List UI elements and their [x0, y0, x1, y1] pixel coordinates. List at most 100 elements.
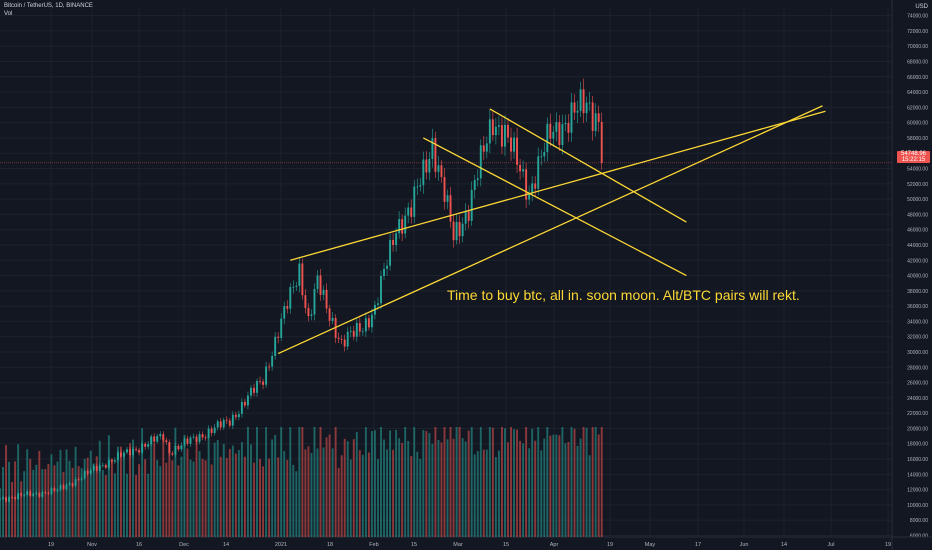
volume-bar	[413, 427, 416, 537]
volume-bar	[307, 446, 310, 537]
candle-body	[389, 239, 392, 266]
candle-body	[479, 145, 482, 179]
volume-bar	[361, 454, 364, 537]
volume-bar	[591, 427, 594, 537]
candle-body	[162, 434, 165, 441]
candle-body	[407, 207, 410, 216]
y-tick-label: 48000.00	[907, 212, 928, 218]
volume-bar	[422, 430, 425, 537]
candle-body	[271, 355, 274, 367]
candle-body	[331, 317, 334, 321]
y-tick-label: 28000.00	[907, 365, 928, 371]
candle-body	[328, 308, 331, 321]
y-tick-label: 12000.00	[907, 488, 928, 494]
volume-bar	[129, 443, 131, 537]
candle-body	[307, 307, 310, 317]
volume-bar	[482, 449, 485, 537]
symbol-title: Bitcoin / TetherUS, 1D, BINANCE	[4, 3, 93, 9]
candle-body	[491, 119, 494, 136]
volume-bar	[150, 438, 153, 537]
volume-bar	[500, 427, 503, 537]
candle-body	[298, 263, 301, 286]
candle-body	[301, 263, 304, 296]
candle-body	[398, 219, 401, 234]
volume-bar	[386, 449, 388, 537]
volume-bar	[301, 427, 304, 537]
volume-bar	[570, 427, 573, 537]
trend-line	[423, 137, 687, 277]
x-tick-label: May	[645, 542, 656, 548]
volume-bar	[274, 435, 277, 537]
candle-body	[504, 124, 506, 147]
y-tick-label: 66000.00	[907, 75, 928, 81]
volume-bar	[395, 429, 398, 537]
volume-bar	[319, 427, 322, 537]
candle-body	[367, 318, 370, 328]
candle-body	[135, 448, 138, 450]
candle-body	[280, 318, 283, 338]
volume-bar	[29, 458, 32, 537]
volume-bar	[95, 456, 98, 537]
candle-body	[171, 453, 174, 455]
candle-body	[546, 123, 549, 152]
volume-bar	[228, 449, 231, 537]
candle-body	[377, 303, 379, 305]
volume-bar	[256, 427, 258, 537]
trend-line	[277, 105, 823, 355]
candle-body	[497, 125, 500, 127]
volume-bar	[334, 427, 337, 537]
volume-bar	[452, 438, 455, 537]
volume-bar	[119, 446, 122, 537]
candle-body	[437, 165, 440, 172]
volume-bar	[113, 473, 116, 537]
candle-body	[401, 219, 404, 234]
candle-body	[231, 414, 234, 426]
volume-bar	[277, 457, 280, 537]
y-tick-label: 36000.00	[907, 304, 928, 310]
candle-body	[222, 419, 225, 428]
volume-bar	[597, 434, 600, 537]
volume-bar	[56, 461, 59, 537]
candle-body	[250, 387, 252, 396]
trend-line	[290, 110, 826, 261]
volume-bar	[23, 471, 26, 537]
volume-bar	[123, 453, 125, 537]
candle-body	[600, 121, 603, 163]
candle-body	[564, 123, 567, 125]
volume-bar	[364, 427, 367, 537]
candle-body	[522, 169, 525, 172]
candle-body	[237, 413, 240, 418]
candle-body	[292, 286, 295, 288]
x-tick-label: 19	[885, 542, 891, 548]
volume-bar	[204, 460, 207, 537]
volume-bar	[479, 427, 482, 537]
volume-label: Vol	[4, 11, 13, 17]
candle-body	[156, 436, 159, 442]
candle-body	[383, 268, 385, 276]
volume-bar	[265, 427, 268, 537]
candle-body	[594, 113, 597, 131]
volume-bar	[59, 449, 62, 537]
y-tick-label: 64000.00	[907, 90, 928, 96]
candle-body	[446, 195, 449, 202]
candle-body	[216, 421, 219, 428]
candle-body	[177, 445, 180, 450]
x-tick-label: Jun	[740, 542, 749, 548]
candle-body	[101, 464, 104, 466]
volume-bar	[352, 439, 355, 537]
chart-annotation: Time to buy btc, all in. soon moon. Alt/…	[447, 287, 800, 303]
volume-bar	[561, 427, 564, 537]
y-tick-label: 44000.00	[907, 243, 928, 249]
volume-bar	[540, 450, 543, 537]
candle-body	[567, 123, 570, 133]
last-price-tag: 54748.96 15:22:15	[897, 151, 930, 163]
volume-bar	[195, 441, 198, 537]
x-tick-label: 17	[695, 542, 701, 548]
candle-body	[519, 164, 522, 172]
candle-body	[464, 210, 467, 224]
volume-bar	[407, 440, 410, 537]
candle-body	[358, 323, 361, 332]
candle-body	[189, 437, 192, 444]
candle-body	[343, 339, 346, 347]
